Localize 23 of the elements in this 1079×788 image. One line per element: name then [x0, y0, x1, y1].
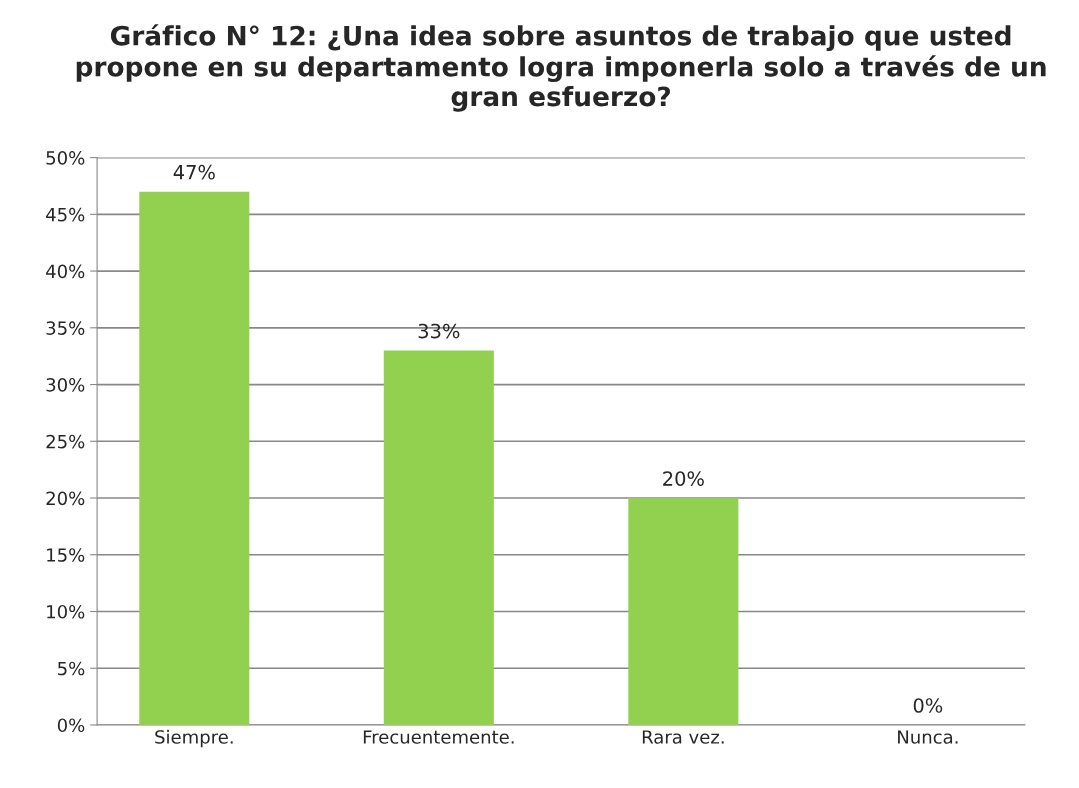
chart-title: Gráfico N° 12: ¿Una idea sobre asuntos de trabajo que usted propone en su departamento logra imponerla solo a través de un gran esfuerzo? [76, 24, 1046, 112]
y-tick-label: 25% [46, 434, 85, 449]
y-tick-label: 50% [46, 151, 85, 165]
y-tick-label: 40% [46, 264, 85, 279]
data-label: 33% [418, 323, 460, 339]
x-tick-label: Frecuentemente. [363, 730, 514, 744]
y-tick-label: 35% [46, 321, 85, 335]
data-label: 20% [663, 471, 704, 486]
y-tick-label: 0% [57, 718, 85, 733]
y-tick-label: 45% [46, 207, 85, 222]
data-label: 0% [913, 698, 943, 713]
x-tick-label: Rara vez. [642, 730, 724, 744]
y-tick-label: 20% [46, 491, 85, 506]
y-tick-label: 5% [58, 661, 85, 676]
x-tick-label: Siempre. [155, 729, 233, 748]
bar [383, 350, 494, 725]
y-tick-label: 10% [47, 604, 85, 619]
bar [628, 498, 739, 725]
y-tick-label: 30% [46, 378, 85, 392]
data-label: 47% [173, 164, 215, 180]
x-tick-label: Nunca. [898, 730, 958, 744]
bar [139, 191, 250, 725]
y-tick-label: 15% [47, 548, 85, 562]
